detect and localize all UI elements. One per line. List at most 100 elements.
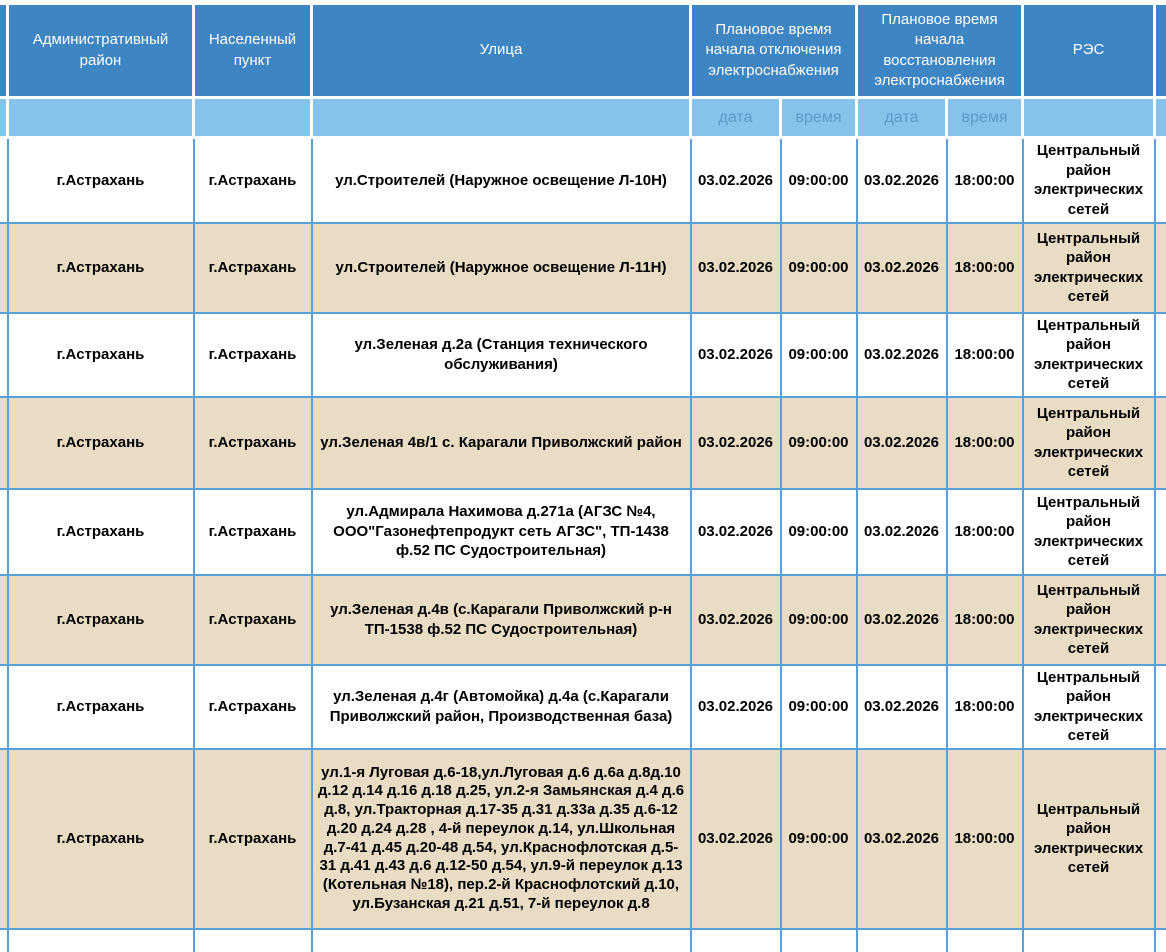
cell-outage-date: 03.02.2026 — [689, 747, 782, 930]
cell-restore-date: 03.02.2026 — [855, 221, 948, 314]
cell-street: ул.Строителей (Наружное освещение Л-11Н) — [310, 221, 692, 314]
header-row: Административный район Населенный пункт … — [0, 2, 1166, 99]
cell-outage-time: 09:00:00 — [779, 747, 858, 930]
cell-restore-time: 18:00:00 — [945, 311, 1024, 398]
cell-admin-district: г.Астрахань — [6, 311, 195, 398]
table-row: г.Астрахань г.Астрахань ул.Зеленая д.2а … — [0, 311, 1166, 398]
subheader-restore-date: дата — [855, 96, 948, 139]
cell-outage-time: 09:00:00 — [779, 573, 858, 666]
cell-settlement — [192, 927, 313, 952]
cell-res: Центральный район электрических сетей — [1021, 395, 1156, 490]
cell-right-partial: А — [1153, 136, 1166, 224]
cell-restore-date: 03.02.2026 — [855, 487, 948, 576]
cell-restore-time: 18:00:00 — [945, 136, 1024, 224]
cell-outage-time: 09:00:00 — [779, 311, 858, 398]
cell-right-partial: А — [1153, 747, 1166, 930]
cell-left-partial — [0, 663, 9, 750]
cell-outage-time: 09:00:00 — [779, 221, 858, 314]
subheader-left-partial — [0, 96, 9, 139]
cell-outage-date: 03.02.2026 — [689, 663, 782, 750]
cell-admin-district: г.Астрахань — [6, 487, 195, 576]
col-header-settlement: Населенный пункт — [192, 2, 313, 99]
cell-settlement: г.Астрахань — [192, 747, 313, 930]
cell-left-partial — [0, 747, 9, 930]
cell-outage-date: 03.02.2026 — [689, 573, 782, 666]
cell-admin-district: г.Астрахань — [6, 573, 195, 666]
col-header-res: РЭС — [1021, 2, 1156, 99]
cell-restore-time: 18:00:00 — [945, 747, 1024, 930]
cell-right-partial: А — [1153, 221, 1166, 314]
subheader-restore-time: время — [945, 96, 1024, 139]
cell-street: ул.Зеленая д.4в (с.Карагали Приволжский … — [310, 573, 692, 666]
cell-restore-time: 18:00:00 — [945, 487, 1024, 576]
col-header-outage-start: Плановое время начала отключения электро… — [689, 2, 858, 99]
cell-restore-time — [945, 927, 1024, 952]
subheader-row: дата время дата время — [0, 96, 1166, 139]
cell-street: ул.Адмирала Нахимова д.271а (АГЗС №4, ОО… — [310, 487, 692, 576]
cell-admin-district: г.Астрахань — [6, 663, 195, 750]
cell-res: Центральный район электрических сетей — [1021, 663, 1156, 750]
cell-left-partial — [0, 927, 9, 952]
cell-admin-district: г.Астрахань — [6, 747, 195, 930]
cell-outage-time: 09:00:00 — [779, 663, 858, 750]
subheader-admin-district — [6, 96, 195, 139]
cell-outage-date: 03.02.2026 — [689, 487, 782, 576]
cell-right-partial: А — [1153, 311, 1166, 398]
cell-street: ул.Строителей (Наружное освещение Л-10Н) — [310, 136, 692, 224]
cell-right-partial: А — [1153, 487, 1166, 576]
cell-restore-date: 03.02.2026 — [855, 136, 948, 224]
cell-outage-time: 09:00:00 — [779, 395, 858, 490]
cell-restore-date: 03.02.2026 — [855, 395, 948, 490]
cell-res: Центральный район электрических сетей — [1021, 747, 1156, 930]
cell-settlement: г.Астрахань — [192, 487, 313, 576]
cell-restore-date: 03.02.2026 — [855, 573, 948, 666]
table-row: г.Астрахань г.Астрахань ул.1-я Луговая д… — [0, 747, 1166, 930]
subheader-street — [310, 96, 692, 139]
cell-res: Центральный район электрических сетей — [1021, 311, 1156, 398]
cell-outage-time: 09:00:00 — [779, 487, 858, 576]
cell-outage-time — [779, 927, 858, 952]
cell-admin-district: г.Астрахань — [6, 136, 195, 224]
cell-left-partial — [0, 395, 9, 490]
col-header-restore-start: Плановое время начала восстановления эле… — [855, 2, 1024, 99]
subheader-res — [1021, 96, 1156, 139]
table-row: г.Астрахань г.Астрахань ул.Строителей (Н… — [0, 136, 1166, 224]
cell-res: Центральный район электрических сетей — [1021, 221, 1156, 314]
col-header-street: Улица — [310, 2, 692, 99]
cell-restore-date — [855, 927, 948, 952]
cell-settlement: г.Астрахань — [192, 136, 313, 224]
cell-street: ул.1-я Луговая д.6-18,ул.Луговая д.6 д.6… — [310, 747, 692, 930]
cell-res — [1021, 927, 1156, 952]
cell-restore-time: 18:00:00 — [945, 395, 1024, 490]
cell-outage-date — [689, 927, 782, 952]
table-row: г.Астрахань г.Астрахань ул.Адмирала Нахи… — [0, 487, 1166, 576]
cell-right-partial: А — [1153, 395, 1166, 490]
cell-admin-district — [6, 927, 195, 952]
cell-res: Центральный район электрических сетей — [1021, 136, 1156, 224]
table-row: г.Астрахань г.Астрахань ул.Строителей (Н… — [0, 221, 1166, 314]
cell-outage-date: 03.02.2026 — [689, 395, 782, 490]
table-row: г.Астрахань г.Астрахань ул.Зеленая д.4г … — [0, 663, 1166, 750]
cell-restore-time: 18:00:00 — [945, 663, 1024, 750]
subheader-settlement — [192, 96, 313, 139]
cell-left-partial — [0, 573, 9, 666]
cell-outage-date: 03.02.2026 — [689, 221, 782, 314]
cell-left-partial — [0, 311, 9, 398]
cell-restore-time: 18:00:00 — [945, 573, 1024, 666]
cell-outage-date: 03.02.2026 — [689, 136, 782, 224]
col-header-admin-district: Административный район — [6, 2, 195, 99]
cell-street: ул.Зеленая д.4г (Автомойка) д.4а (с.Кара… — [310, 663, 692, 750]
cell-restore-time: 18:00:00 — [945, 221, 1024, 314]
table-row: г.Астрахань г.Астрахань ул.Зеленая 4в/1 … — [0, 395, 1166, 490]
cell-restore-date: 03.02.2026 — [855, 663, 948, 750]
cell-restore-date: 03.02.2026 — [855, 747, 948, 930]
cell-settlement: г.Астрахань — [192, 221, 313, 314]
cell-street — [310, 927, 692, 952]
cell-street: ул.Зеленая д.2а (Станция технического об… — [310, 311, 692, 398]
cell-settlement: г.Астрахань — [192, 573, 313, 666]
cell-left-partial — [0, 136, 9, 224]
table-row: г.Астрахань г.Астрахань ул.Зеленая д.4в … — [0, 573, 1166, 666]
cell-right-partial: А — [1153, 663, 1166, 750]
cell-res: Центральный район электрических сетей — [1021, 487, 1156, 576]
